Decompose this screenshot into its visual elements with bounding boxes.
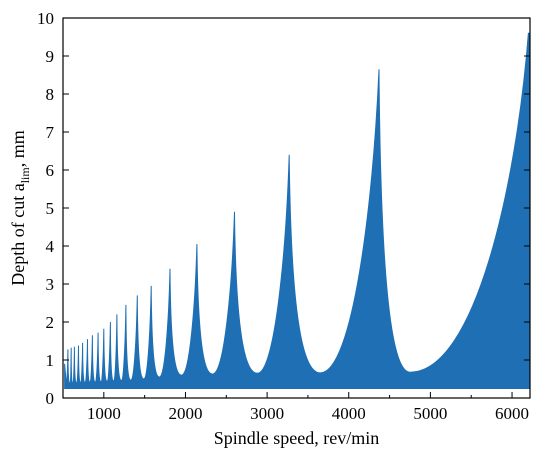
- y-tick-label: 8: [46, 85, 55, 104]
- plot-area: [64, 32, 531, 389]
- y-tick-label: 5: [46, 199, 55, 218]
- y-axis-title: Depth of cut alim, mm: [8, 130, 32, 286]
- plot-frame: [62, 17, 531, 399]
- y-axis-title-sub: lim: [18, 167, 32, 184]
- x-tick-label: 5000: [413, 404, 447, 423]
- x-axis: 1000 2000 3000 4000 5000 6000: [62, 392, 529, 423]
- x-tick-label: 2000: [168, 404, 202, 423]
- x-tick-label: 4000: [332, 404, 366, 423]
- x-tick-label: 6000: [495, 404, 529, 423]
- y-tick-label: 9: [46, 47, 55, 66]
- y-axis-title-main: Depth of cut a: [8, 183, 28, 285]
- x-axis-title: Spindle speed, rev/min: [214, 428, 379, 448]
- stability-lobe-area: [64, 32, 531, 389]
- y-axis-title-suffix: , mm: [8, 130, 28, 167]
- y-tick-label: 2: [46, 313, 55, 332]
- x-tick-label: 1000: [87, 404, 121, 423]
- y-tick-label: 10: [37, 9, 54, 28]
- y-tick-label: 0: [46, 389, 55, 408]
- x-tick-label: 3000: [250, 404, 284, 423]
- y-tick-label: 6: [46, 161, 55, 180]
- y-tick-label: 3: [46, 275, 55, 294]
- y-tick-label: 1: [46, 351, 55, 370]
- y-tick-label: 4: [46, 237, 55, 256]
- y-tick-label: 7: [46, 123, 55, 142]
